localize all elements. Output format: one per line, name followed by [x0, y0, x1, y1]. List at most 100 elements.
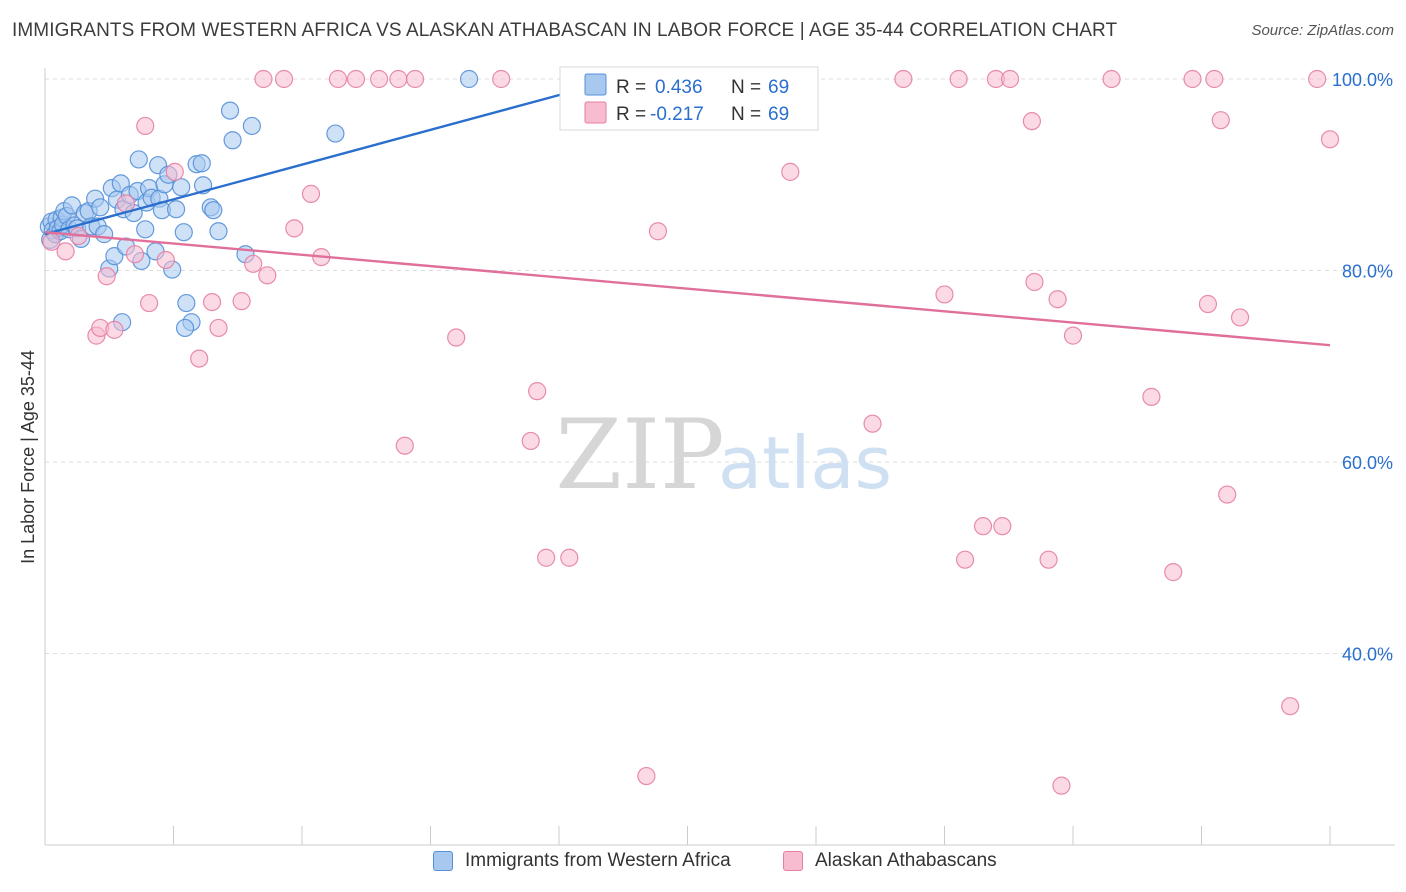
trend-line-blue [44, 92, 566, 236]
point-pink [637, 766, 656, 786]
point-pink [949, 69, 968, 89]
chart-title: IMMIGRANTS FROM WESTERN AFRICA VS ALASKA… [12, 20, 1118, 41]
point-pink [209, 318, 228, 338]
point-pink [935, 285, 954, 304]
point-pink [105, 320, 124, 339]
point-blue [95, 225, 114, 244]
grid-layer [45, 78, 1395, 654]
trend-line-pink [44, 231, 1331, 347]
y-tick-label: 60.0% [1342, 453, 1393, 473]
point-pink [1211, 111, 1230, 130]
bottom-legend-label-pink: Alaskan Athabascans [815, 850, 997, 871]
scatter-chart: 40.0%60.0%80.0%100.0%0.0%100.0% ZIP atla… [18, 66, 1395, 846]
point-pink [285, 219, 304, 238]
axis-layer: 40.0%60.0%80.0%100.0%0.0%100.0% [44, 68, 1395, 846]
point-blue [192, 154, 211, 173]
point-pink [1048, 290, 1067, 309]
point-pink [1308, 69, 1327, 89]
point-pink [389, 69, 408, 89]
point-blue [175, 318, 195, 338]
bottom-legend-label-blue: Immigrants from Western Africa [465, 850, 731, 871]
bottom-legend-swatch-pink [783, 851, 803, 871]
point-pink [447, 328, 466, 347]
point-blue [209, 222, 228, 241]
y-tick-label: 40.0% [1342, 645, 1393, 665]
point-pink [346, 69, 366, 89]
point-pink [537, 548, 556, 567]
point-pink [1052, 776, 1071, 795]
point-blue [172, 178, 191, 197]
watermark-atlas: atlas [718, 421, 892, 505]
point-pink [165, 162, 184, 181]
legend-n-value-blue: 69 [768, 77, 789, 98]
point-pink [1063, 326, 1083, 345]
point-pink [973, 517, 993, 536]
bottom-legend-item-pink: Alaskan Athabascans [783, 850, 997, 872]
y-axis-label: In Labor Force | Age 35-44 [18, 350, 38, 564]
point-blue [174, 223, 193, 242]
point-blue [242, 116, 261, 136]
point-blue [136, 220, 155, 239]
point-pink [395, 436, 414, 455]
point-pink [56, 242, 75, 261]
point-blue [166, 200, 186, 219]
point-pink [202, 292, 222, 312]
point-pink [301, 184, 321, 203]
point-pink [139, 293, 159, 313]
point-pink [190, 349, 209, 368]
point-pink [1183, 69, 1202, 89]
correlation-legend: R = 0.436 N = 69 R = -0.217 N = 69 [559, 66, 819, 131]
point-pink [1025, 272, 1044, 292]
point-pink [258, 266, 277, 285]
point-pink [492, 69, 511, 89]
legend-swatch-blue [584, 73, 607, 96]
point-pink [156, 250, 175, 270]
legend-n-value-pink: 69 [768, 104, 789, 125]
point-pink [370, 69, 389, 89]
legend-n-label-blue: N = [731, 77, 761, 98]
point-pink [993, 517, 1012, 536]
point-pink [1198, 294, 1218, 314]
legend-swatch-pink [584, 101, 607, 124]
point-pink [1039, 550, 1058, 569]
bottom-legend-swatch-blue [433, 851, 453, 871]
trend-layer [44, 92, 1331, 347]
point-pink [254, 69, 273, 89]
watermark: ZIP atlas [555, 399, 892, 511]
point-pink [1000, 69, 1020, 89]
point-pink [274, 69, 294, 89]
y-tick-label: 100.0% [1332, 70, 1393, 90]
y-tick-label: 80.0% [1342, 262, 1393, 282]
point-pink [244, 254, 263, 273]
point-pink [648, 222, 668, 241]
bottom-legend-item-blue: Immigrants from Western Africa [433, 850, 731, 872]
point-pink [521, 431, 540, 451]
point-pink [1102, 69, 1121, 89]
point-pink [97, 267, 116, 286]
point-blue [220, 101, 240, 120]
point-pink [1281, 697, 1300, 716]
point-pink [136, 116, 155, 136]
point-pink [1230, 308, 1250, 327]
point-pink [894, 69, 913, 89]
point-pink [1320, 130, 1340, 149]
point-blue [91, 198, 110, 217]
point-pink [1164, 563, 1183, 582]
point-pink [863, 414, 882, 433]
point-blue [459, 69, 479, 89]
legend-n-label-pink: N = [731, 104, 761, 125]
point-pink [328, 69, 348, 89]
legend-r-value-pink: -0.217 [650, 104, 704, 125]
point-blue [129, 150, 148, 169]
point-blue [177, 293, 196, 313]
watermark-zip: ZIP [555, 399, 724, 511]
point-blue [204, 201, 223, 220]
point-pink [232, 292, 251, 311]
bottom-legend: Immigrants from Western Africa Alaskan A… [0, 850, 1406, 880]
legend-r-label-pink: R = [616, 104, 646, 125]
point-pink [1142, 387, 1161, 406]
source-credit: Source: ZipAtlas.com [1251, 22, 1394, 39]
point-blue [326, 124, 345, 143]
point-pink [560, 548, 579, 567]
point-pink [528, 382, 547, 401]
